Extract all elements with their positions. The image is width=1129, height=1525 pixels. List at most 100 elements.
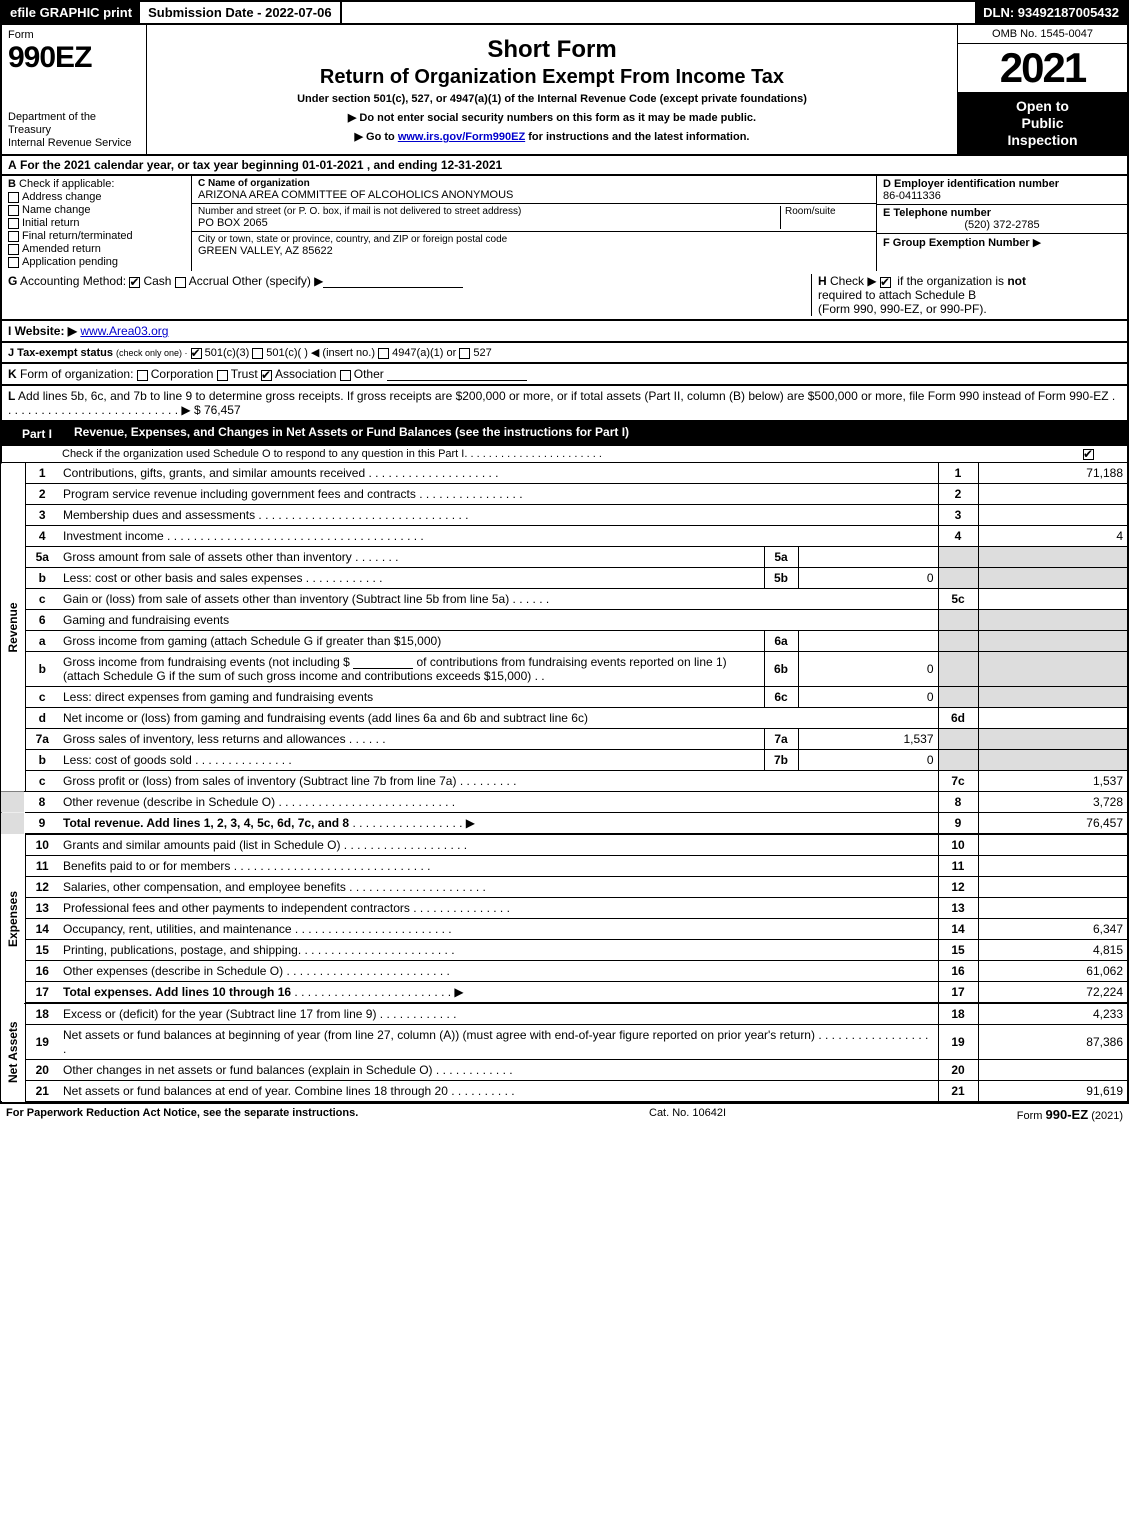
sidelabel-revenue: Revenue xyxy=(1,463,25,792)
cb-assoc[interactable] xyxy=(261,370,272,381)
cb-other-org[interactable] xyxy=(340,370,351,381)
cb-trust[interactable] xyxy=(217,370,228,381)
line-17: 17 Total expenses. Add lines 10 through … xyxy=(1,982,1128,1004)
line6a-rnum xyxy=(938,631,978,652)
line7a-desc: Gross sales of inventory, less returns a… xyxy=(63,732,346,746)
line6b-rnum xyxy=(938,652,978,687)
line5c-desc: Gain or (loss) from sale of assets other… xyxy=(63,592,509,606)
line9-rnum: 9 xyxy=(938,813,978,835)
footer-right: Form 990-EZ (2021) xyxy=(1017,1107,1123,1122)
line5b-rnum xyxy=(938,568,978,589)
line6c-desc: Less: direct expenses from gaming and fu… xyxy=(63,690,373,704)
line-4: 4 Investment income . . . . . . . . . . … xyxy=(1,526,1128,547)
line-7c: c Gross profit or (loss) from sales of i… xyxy=(1,771,1128,792)
line6b-mv: 0 xyxy=(798,652,938,687)
l-text: Add lines 5b, 6c, and 7b to line 9 to de… xyxy=(18,389,1109,403)
line6d-val xyxy=(978,708,1128,729)
website-link[interactable]: www.Area03.org xyxy=(80,324,168,338)
f-grp-arrow: ▶ xyxy=(1033,237,1041,249)
c-name-label: C Name of organization xyxy=(198,178,310,189)
line10-num: 10 xyxy=(25,834,59,856)
line5a-desc: Gross amount from sale of assets other t… xyxy=(63,550,352,564)
line13-val xyxy=(978,898,1128,919)
cb-final-return[interactable] xyxy=(8,231,19,242)
cb-name-change[interactable] xyxy=(8,205,19,216)
line6c-mv: 0 xyxy=(798,687,938,708)
line4-val: 4 xyxy=(978,526,1128,547)
subtitle-section: Under section 501(c), 527, or 4947(a)(1)… xyxy=(155,93,949,105)
line-19: 19 Net assets or fund balances at beginn… xyxy=(1,1025,1128,1060)
line7a-rnum xyxy=(938,729,978,750)
line6a-mv xyxy=(798,631,938,652)
line3-rnum: 3 xyxy=(938,505,978,526)
line9-desc: Total revenue. Add lines 1, 2, 3, 4, 5c,… xyxy=(63,816,349,830)
cb-accrual[interactable] xyxy=(175,277,186,288)
title-short-form: Short Form xyxy=(155,36,949,64)
line6-rnum xyxy=(938,610,978,631)
cb-application-pending[interactable] xyxy=(8,257,19,268)
footer: For Paperwork Reduction Act Notice, see … xyxy=(0,1103,1129,1125)
cb-527[interactable] xyxy=(459,348,470,359)
line5b-num: b xyxy=(25,568,59,589)
line-13: 13 Professional fees and other payments … xyxy=(1,898,1128,919)
line20-rnum: 20 xyxy=(938,1060,978,1081)
cb-501c3[interactable] xyxy=(191,348,202,359)
telephone: (520) 372-2785 xyxy=(883,219,1121,231)
line-8: 8 Other revenue (describe in Schedule O)… xyxy=(1,792,1128,813)
footer-mid: Cat. No. 10642I xyxy=(358,1107,1016,1122)
line14-rnum: 14 xyxy=(938,919,978,940)
footer-right-pre: Form xyxy=(1017,1110,1046,1122)
line-11: 11 Benefits paid to or for members . . .… xyxy=(1,856,1128,877)
efile-print-button[interactable]: efile GRAPHIC print xyxy=(2,2,140,23)
cb-initial-return[interactable] xyxy=(8,218,19,229)
open-line2: Public xyxy=(1021,115,1063,131)
l-amount: $ 76,457 xyxy=(194,403,241,417)
org-street: PO BOX 2065 xyxy=(198,217,780,229)
line5c-val xyxy=(978,589,1128,610)
line7c-num: c xyxy=(25,771,59,792)
cb-501c[interactable] xyxy=(252,348,263,359)
part1-table: Revenue 1 Contributions, gifts, grants, … xyxy=(0,463,1129,1103)
line-6: 6 Gaming and fundraising events xyxy=(1,610,1128,631)
row-l: L Add lines 5b, 6c, and 7b to line 9 to … xyxy=(0,386,1129,422)
irs-link[interactable]: www.irs.gov/Form990EZ xyxy=(398,131,525,143)
line18-desc: Excess or (deficit) for the year (Subtra… xyxy=(63,1007,376,1021)
cb-amended-return[interactable] xyxy=(8,244,19,255)
cb-address-change[interactable] xyxy=(8,192,19,203)
line6a-desc: Gross income from gaming (attach Schedul… xyxy=(63,634,441,648)
k-trust: Trust xyxy=(231,367,258,381)
line5c-rnum: 5c xyxy=(938,589,978,610)
501c-label: 501(c)( ) ◀ (insert no.) xyxy=(266,347,375,359)
cb-name-change-label: Name change xyxy=(22,204,91,216)
g-text: Accounting Method: xyxy=(20,274,126,288)
line5b-rval xyxy=(978,568,1128,589)
line-12: 12 Salaries, other compensation, and emp… xyxy=(1,877,1128,898)
cb-corp[interactable] xyxy=(137,370,148,381)
line-14: 14 Occupancy, rent, utilities, and maint… xyxy=(1,919,1128,940)
l-label: L xyxy=(8,389,15,403)
line6b-amount-input[interactable] xyxy=(353,657,413,669)
k-other-input[interactable] xyxy=(387,369,527,381)
cb-4947[interactable] xyxy=(378,348,389,359)
line5a-rnum xyxy=(938,547,978,568)
line6b-desc1: Gross income from fundraising events (no… xyxy=(63,655,350,669)
sidelabel-netassets: Net Assets xyxy=(1,1003,25,1102)
line4-rnum: 4 xyxy=(938,526,978,547)
line18-rnum: 18 xyxy=(938,1003,978,1025)
cb-schedule-b[interactable] xyxy=(880,277,891,288)
other-specify-input[interactable] xyxy=(323,276,463,288)
line6d-desc: Net income or (loss) from gaming and fun… xyxy=(63,711,588,725)
dln: DLN: 93492187005432 xyxy=(975,2,1127,23)
line5a-rval xyxy=(978,547,1128,568)
cb-cash[interactable] xyxy=(129,277,140,288)
j-sub: (check only one) · xyxy=(116,348,188,358)
line11-num: 11 xyxy=(25,856,59,877)
dept-line1: Department of the Treasury xyxy=(8,111,96,136)
line21-desc: Net assets or fund balances at end of ye… xyxy=(63,1084,448,1098)
cb-schedule-o-part1[interactable] xyxy=(1083,449,1094,460)
line1-desc: Contributions, gifts, grants, and simila… xyxy=(63,466,365,480)
line13-rnum: 13 xyxy=(938,898,978,919)
part1-title: Revenue, Expenses, and Changes in Net As… xyxy=(74,425,1121,443)
row-a: A For the 2021 calendar year, or tax yea… xyxy=(0,156,1129,176)
c-room-label: Room/suite xyxy=(785,206,870,217)
